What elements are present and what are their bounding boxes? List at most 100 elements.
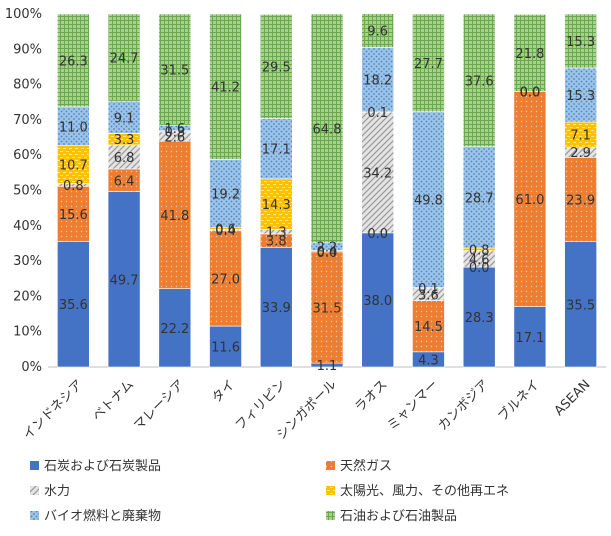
data-label: 26.3 [59,54,88,69]
data-label: 15.3 [566,35,595,50]
data-label: 0.1 [367,106,388,121]
data-label: 38.0 [363,294,392,309]
data-label: 11.0 [59,120,88,135]
category-label: ミャンマー [385,377,442,434]
bar-segment [259,178,293,230]
bar-segment [107,100,141,134]
data-label: 17.1 [515,331,544,346]
legend-swatch [326,486,335,495]
data-label: 49.8 [414,194,443,209]
data-label: 28.3 [465,311,494,326]
category-label: インドネシア [20,377,86,443]
y-tick-label: 50% [13,184,42,199]
data-label: 3.3 [114,133,135,148]
data-label: 3.8 [266,235,287,250]
legend-label: 石炭および石炭製品 [44,459,161,474]
y-tick-label: 40% [13,219,42,234]
legend-label: 水力 [44,484,70,499]
y-tick-label: 0% [21,360,42,375]
data-label: 28.7 [465,191,494,206]
data-label: 6.4 [114,174,135,189]
bar-segment [209,13,242,160]
data-label: 10.7 [59,159,88,174]
data-label: 22.2 [160,322,189,337]
data-label: 0.0 [520,85,541,100]
bar-segment [57,241,90,368]
data-label: 0.0 [367,227,388,242]
data-label: 15.6 [59,208,88,223]
data-label: 37.6 [465,74,494,89]
bar-segment [259,14,293,119]
data-label: 0.1 [418,282,439,297]
data-label: 0.3 [164,125,185,140]
data-label: 19.2 [211,187,240,202]
data-label: 1.1 [317,359,338,374]
y-axis: 0% 10% 20% 30% 40% 50% 60% 70% 80% 90% 100% [5,7,606,375]
data-label: 34.2 [363,166,392,181]
data-label: 17.1 [262,143,291,158]
data-label: 0.0 [520,85,541,100]
data-label: 24.7 [110,52,139,67]
category-label: ラオス [352,377,390,415]
data-label: 23.9 [566,194,595,209]
y-tick-label: 80% [13,78,42,93]
data-label: 2.2 [317,241,338,256]
data-label: 14.3 [262,198,291,213]
data-label: 9.1 [114,111,135,126]
data-label: 9.6 [367,25,388,40]
y-tick-label: 100% [5,7,42,22]
data-label: 29.5 [262,60,291,75]
bar-segment [209,159,242,228]
data-label: 1.3 [266,226,287,241]
bar-segment [259,247,293,368]
bar-segment [259,118,293,180]
data-label: 0.8 [63,179,84,194]
data-label: 3.6 [418,288,439,303]
data-label: 0.8 [469,243,490,258]
bar-segment [513,91,547,307]
bar-segment [57,185,90,242]
y-tick-label: 20% [13,289,42,304]
data-label: 31.5 [313,302,342,317]
data-label: 6.8 [114,151,135,166]
bar-segment [107,191,141,368]
bar-segment [462,266,496,368]
data-label: 33.9 [262,301,291,316]
bar-segment [361,13,395,48]
data-label: 21.8 [515,47,544,62]
bar-segment [361,47,395,113]
data-label: 18.2 [363,74,392,89]
category-label: ASEAN [552,377,594,419]
bar-segment [513,306,547,368]
data-label: 0.0 [469,261,490,276]
y-tick-label: 10% [13,325,42,340]
bar-segment [462,13,496,148]
data-labels: 35.6 15.6 0.8 10.7 11.0 26.3 49.7 6.4 6.8 3.3 9.1 2… [59,25,595,374]
data-label: 14.5 [414,320,443,335]
legend-swatch [30,486,39,495]
data-label: 1.6 [164,122,185,137]
data-label: 11.6 [211,341,240,356]
bar-segment [158,288,192,368]
y-tick-label: 30% [13,254,42,269]
legend-swatch [326,461,335,470]
bar-segment [158,140,192,289]
bar-segment [158,13,192,126]
data-label: 49.7 [110,273,139,288]
data-label: 4.3 [418,353,439,368]
data-label: 4.6 [469,253,490,268]
bar-segment [107,144,141,170]
data-label: 41.8 [160,209,189,224]
legend-label: 太陽光、風力、その他再エネ [340,484,509,499]
legend-swatch [30,511,39,520]
bar-segment [209,230,242,327]
bar-segment [107,13,141,102]
data-label: 0.6 [215,222,236,237]
data-label: 31.5 [160,64,189,79]
legend-label: 天然ガス [340,458,392,474]
y-tick-label: 70% [13,113,42,128]
data-label: 0.4 [215,224,236,239]
bar-segment [564,13,597,69]
